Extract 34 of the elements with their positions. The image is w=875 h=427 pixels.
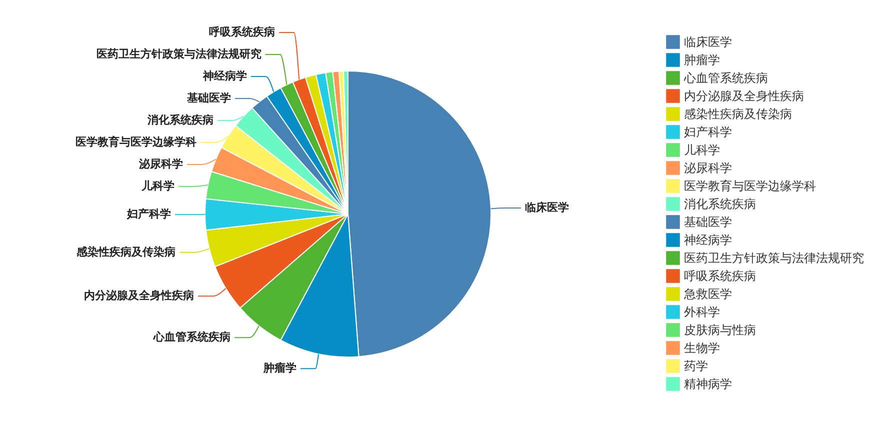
legend-label: 妇产科学 [684,125,732,139]
legend-label: 心血管系统疾病 [683,71,768,85]
legend-label: 神经病学 [684,233,732,247]
legend-label: 基础医学 [684,215,732,229]
legend-label: 呼吸系统疾病 [684,269,756,283]
legend-label: 皮肤病与性病 [684,323,756,337]
legend-label: 儿科学 [684,143,720,157]
data-label: 内分泌腺及全身性疾病 [84,289,194,302]
legend-label: 医药卫生方针政策与法律法规研究 [684,251,864,265]
legend-label: 肿瘤学 [684,53,720,67]
legend-label: 内分泌腺及全身性疾病 [684,89,804,103]
data-label: 医药卫生方针政策与法律法规研究 [96,47,262,60]
data-label: 神经病学 [202,69,247,82]
legend-label: 医学教育与医学边缘学科 [684,179,816,193]
data-label: 儿科学 [140,179,174,192]
data-label: 妇产科学 [126,207,171,220]
legend-label: 生物学 [684,341,720,355]
data-label: 心血管系统疾病 [152,330,231,344]
legend-label: 泌尿科学 [684,161,732,175]
legend-label: 药学 [684,359,708,373]
data-label: 医学教育与医学边缘学科 [75,135,196,148]
data-label: 感染性疾病及传染病 [76,245,176,258]
data-label: 肿瘤学 [262,362,296,375]
data-label: 基础医学 [186,91,231,104]
legend-label: 外科学 [684,305,720,319]
legend-label: 临床医学 [684,35,732,49]
data-label: 消化系统疾病 [146,113,214,126]
legend-label: 精神病学 [684,377,732,391]
legend-label: 感染性疾病及传染病 [684,107,792,121]
legend-label: 消化系统疾病 [684,197,756,211]
data-label: 临床医学 [524,201,569,214]
legend-label: 急救医学 [683,287,732,301]
data-label: 呼吸系统疾病 [209,25,276,38]
data-label: 泌尿科学 [138,157,184,170]
